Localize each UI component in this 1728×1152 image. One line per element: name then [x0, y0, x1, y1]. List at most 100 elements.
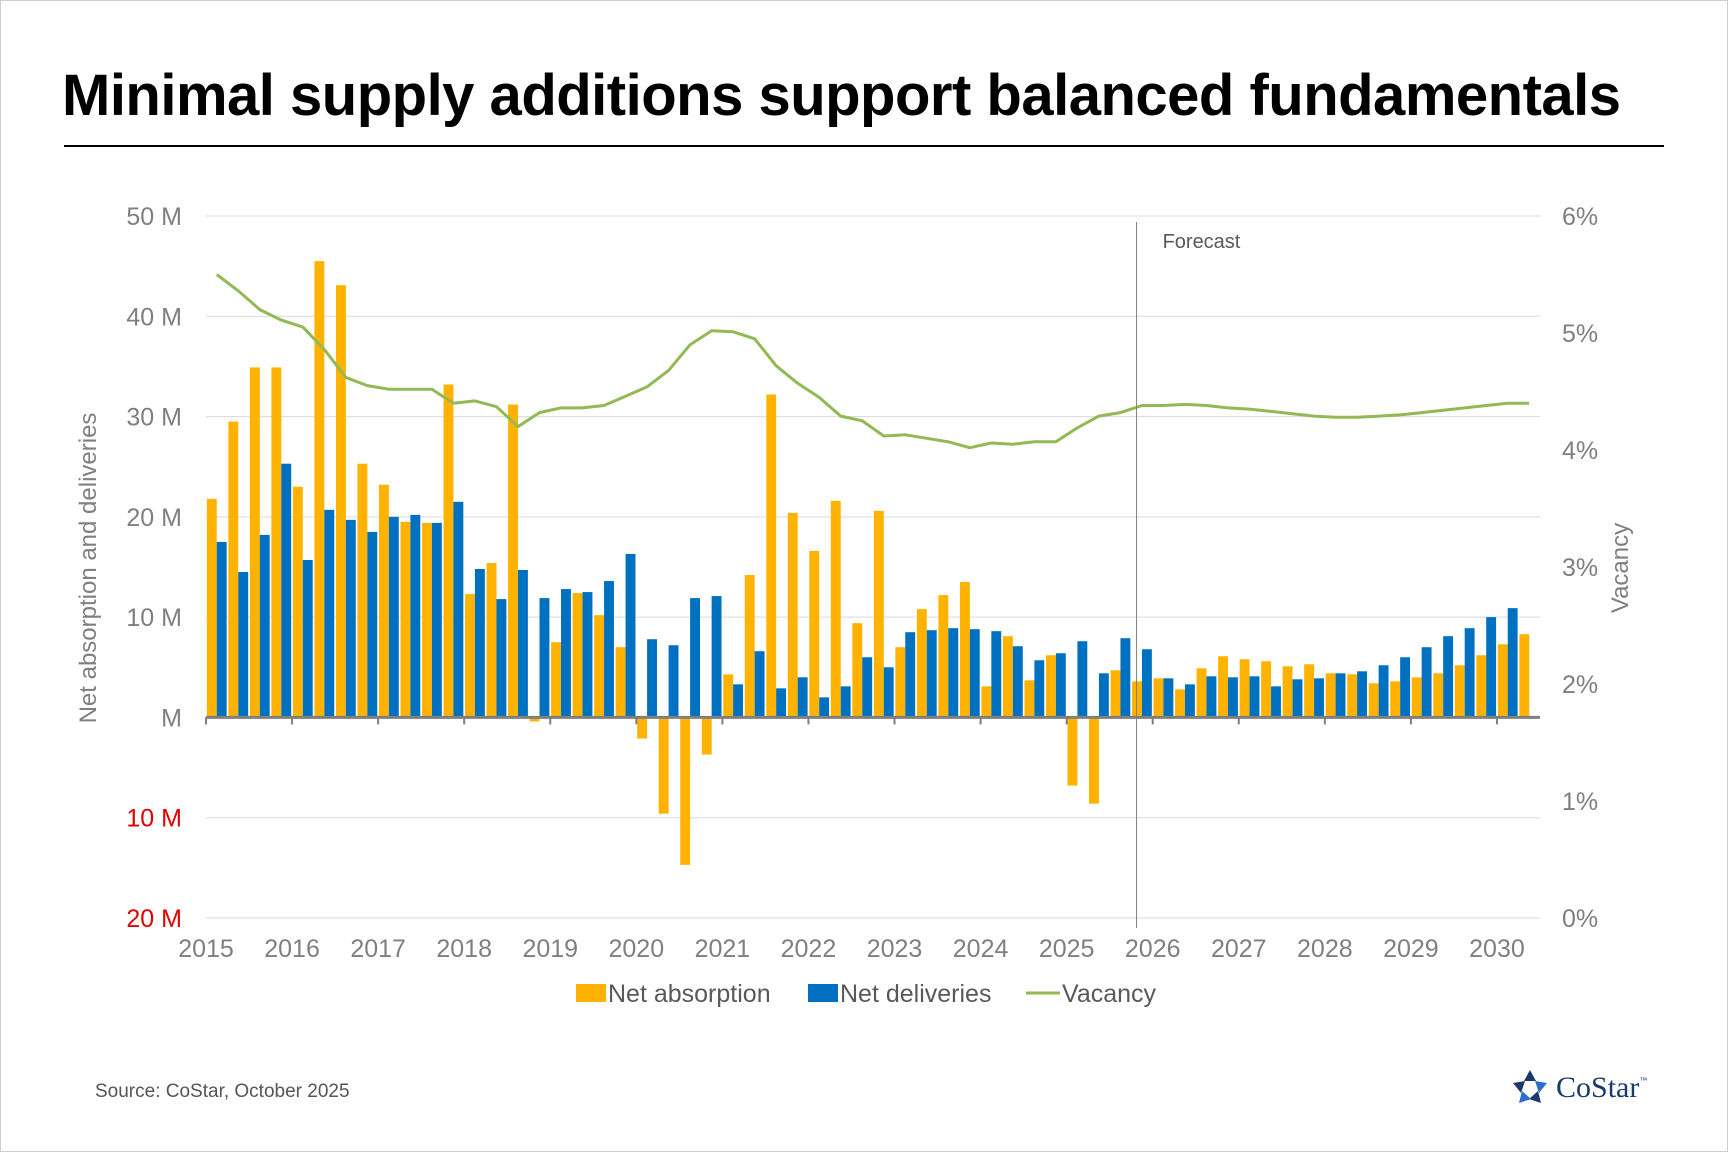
legend: Net absorption Net deliveries Vacancy: [576, 980, 1157, 1008]
absorption-bar: [1089, 717, 1099, 804]
y-axis-ticks: 50 M 40 M 30 M 20 M 10 M M 10 M 20 M: [126, 203, 182, 933]
absorption-bar: [787, 512, 798, 718]
deliveries-bar: [431, 522, 442, 718]
absorption-bar: [938, 595, 949, 718]
deliveries-bar: [1335, 673, 1346, 718]
absorption-bar: [1002, 636, 1013, 718]
absorption-bar: [443, 384, 454, 718]
deliveries-bar: [819, 697, 830, 718]
deliveries-bar: [1141, 649, 1152, 718]
legend-label-deliveries: Net deliveries: [840, 980, 991, 1008]
deliveries-bar: [1400, 657, 1411, 718]
absorption-bar: [766, 394, 777, 718]
deliveries-bar: [1098, 673, 1109, 718]
absorption-bar: [1476, 655, 1487, 718]
absorption-bar: [465, 594, 475, 718]
absorption-bar: [378, 484, 389, 718]
absorption-bar: [486, 562, 497, 718]
y-tick-label: 20 M: [126, 504, 182, 532]
absorption-bar: [422, 522, 432, 718]
y2-tick-label: 4%: [1562, 437, 1598, 465]
deliveries-bar: [840, 686, 851, 718]
y-tick-label: M: [161, 704, 182, 732]
costar-star-icon: [1513, 1070, 1547, 1103]
source-note: Source: CoStar, October 2025: [95, 1081, 350, 1102]
deliveries-bar: [969, 629, 980, 718]
absorption-bar: [658, 717, 669, 814]
vacancy-line-group: [215, 273, 1530, 450]
deliveries-bar: [474, 569, 485, 718]
x-axis-ticks: 2015 2016 2017 2018 2019 2020 2021 2022 2023 2024…: [178, 935, 1525, 963]
deliveries-bar: [388, 516, 399, 718]
deliveries-bar: [991, 631, 1002, 718]
absorption-bar: [249, 367, 260, 718]
absorption-bar: [594, 615, 605, 718]
x-tick-label: 2022: [781, 935, 837, 963]
deliveries-bar: [1357, 671, 1368, 718]
absorption-bar: [637, 717, 648, 739]
deliveries-bar: [1184, 684, 1195, 718]
x-tick-label: 2029: [1383, 935, 1439, 963]
absorption-bar: [809, 550, 820, 718]
deliveries-bar: [1228, 677, 1238, 718]
absorption-bar: [981, 686, 992, 718]
vacancy-line: [215, 273, 1530, 450]
absorption-bar: [1390, 681, 1401, 718]
absorption-bar: [400, 521, 411, 718]
y-tick-label: 10 M: [126, 805, 182, 833]
deliveries-bar: [302, 559, 313, 718]
deliveries-bar: [496, 599, 507, 718]
deliveries-bar: [1421, 647, 1432, 718]
y-tick-label: 50 M: [126, 203, 182, 231]
zero-axis: [205, 715, 1540, 725]
legend-swatch-deliveries: [808, 984, 838, 1002]
deliveries-bar: [1486, 617, 1497, 718]
absorption-bar: [680, 717, 691, 865]
absorption-bar: [572, 593, 583, 718]
deliveries-bar: [733, 684, 744, 718]
deliveries-bar: [517, 570, 528, 718]
absorption-bar: [357, 463, 368, 718]
deliveries-bar: [668, 645, 679, 718]
deliveries-bar: [883, 667, 894, 718]
brand-name: CoStar: [1556, 1071, 1640, 1104]
x-tick-label: 2016: [264, 935, 320, 963]
x-tick-label: 2030: [1469, 935, 1525, 963]
deliveries-bar: [453, 501, 464, 718]
y-axis-title: Net absorption and deliveries: [75, 413, 102, 724]
absorption-bar: [1024, 680, 1035, 718]
deliveries-bar: [1077, 641, 1088, 718]
x-tick-label: 2027: [1211, 935, 1267, 963]
deliveries-bar: [539, 598, 550, 718]
absorption-bar: [916, 609, 927, 718]
deliveries-bar: [690, 598, 701, 718]
deliveries-bar: [1055, 653, 1066, 718]
deliveries-bar: [647, 639, 657, 718]
absorption-bar: [959, 582, 970, 718]
deliveries-bar: [1464, 628, 1475, 718]
absorption-bar: [895, 647, 906, 718]
deliveries-bar: [1012, 646, 1023, 718]
absorption-bar: [206, 498, 217, 718]
absorption-bar: [1218, 656, 1229, 718]
deliveries-bar: [711, 596, 722, 718]
brand-trademark: ™: [1639, 1076, 1648, 1085]
deliveries-bar: [1249, 676, 1260, 718]
deliveries-bar: [259, 534, 270, 718]
deliveries-bar: [582, 592, 593, 718]
x-tick-label: 2023: [867, 935, 923, 963]
absorption-bar: [1411, 677, 1422, 718]
legend-label-absorption: Net absorption: [608, 980, 771, 1008]
deliveries-bar: [1120, 638, 1131, 718]
y-tick-label: 10 M: [126, 604, 182, 632]
deliveries-bar: [367, 531, 378, 718]
absorption-bar: [1282, 666, 1293, 718]
absorption-bar: [1304, 664, 1315, 718]
x-tick-label: 2020: [609, 935, 665, 963]
deliveries-bar: [1443, 636, 1454, 718]
deliveries-bar: [862, 657, 873, 718]
deliveries-bar: [238, 572, 249, 718]
deliveries-bar: [797, 677, 808, 718]
deliveries-bar: [216, 541, 227, 718]
